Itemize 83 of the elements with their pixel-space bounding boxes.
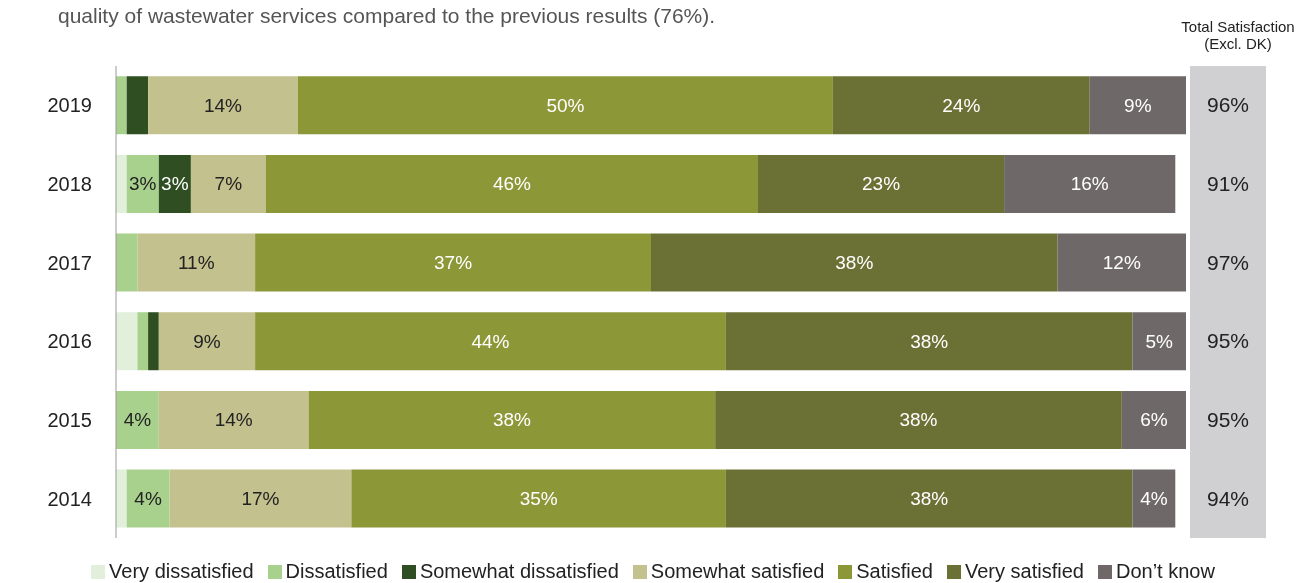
data-label: 12%	[1102, 252, 1141, 274]
bar	[308, 390, 716, 449]
bar	[351, 469, 726, 528]
text: Total Satisfaction (Excl. DK)	[1180, 18, 1296, 52]
data-label: 23%	[862, 173, 901, 195]
y-tick-label: 2016	[47, 330, 92, 353]
text: 96%	[1206, 92, 1250, 119]
bar	[725, 469, 1133, 528]
y-tick-label: 2018	[47, 173, 92, 196]
data-label: 9%	[1124, 94, 1152, 116]
data-label: 14%	[214, 409, 253, 431]
data-label: 38%	[910, 330, 949, 352]
text: 94%	[1206, 485, 1250, 512]
data-label: 24%	[942, 94, 981, 116]
y-tick-label: 2015	[47, 409, 92, 432]
bar	[169, 469, 352, 528]
data-label: 50%	[546, 94, 585, 116]
bar	[297, 76, 833, 135]
legend-label: Dissatisfied	[284, 560, 388, 583]
legend-label: Satisfied	[855, 560, 933, 583]
bar	[1132, 312, 1186, 371]
bar	[255, 233, 651, 292]
bar	[116, 390, 159, 449]
bar	[158, 390, 309, 449]
data-label: 4%	[1140, 488, 1168, 510]
bar	[190, 154, 266, 213]
data-label: 38%	[835, 252, 874, 274]
bar	[255, 312, 726, 371]
text: 95%	[1206, 407, 1250, 433]
legend-label: Don’t know	[1114, 560, 1215, 583]
bar	[832, 76, 1090, 135]
data-label: 7%	[214, 173, 243, 195]
data-label: 44%	[471, 330, 510, 352]
bar	[137, 312, 149, 371]
bar	[126, 76, 149, 135]
data-label: 17%	[241, 488, 280, 510]
bar	[1057, 233, 1186, 292]
data-label: 38%	[910, 488, 949, 510]
legend-label: Somewhat dissatisfied	[418, 560, 619, 583]
data-label: 3%	[129, 173, 157, 195]
legend-label: Very satisfied	[964, 560, 1084, 583]
chart-title: quality of wastewater services compared to the previous results (76%).	[58, 4, 716, 28]
legend-label: Very dissatisfied	[108, 560, 254, 583]
data-label: 35%	[519, 488, 558, 510]
y-tick-label: 2014	[47, 487, 92, 510]
data-label: 46%	[492, 173, 532, 195]
bar	[265, 154, 758, 213]
data-label: 37%	[434, 252, 473, 274]
data-label: 4%	[123, 409, 152, 431]
bar	[651, 233, 1058, 292]
bar	[126, 469, 170, 528]
data-label: 38%	[492, 409, 532, 431]
bar	[725, 312, 1133, 371]
bar	[158, 312, 256, 371]
y-tick-label: 2019	[47, 94, 92, 117]
text: 95%	[1206, 328, 1250, 355]
bar	[137, 233, 256, 292]
data-label: 9%	[193, 330, 221, 352]
bar	[758, 154, 1005, 213]
data-label: 3%	[161, 173, 189, 195]
data-label: 38%	[899, 409, 938, 431]
bar	[116, 76, 127, 135]
bar	[148, 312, 159, 371]
text: 97%	[1206, 249, 1250, 276]
legend-label: Somewhat satisfied	[649, 560, 825, 583]
y-tick-label: 2017	[47, 251, 92, 274]
bar	[1089, 76, 1186, 135]
data-label: 5%	[1145, 330, 1174, 352]
bar	[715, 390, 1122, 449]
bar	[116, 233, 138, 292]
bar	[116, 312, 138, 371]
bar	[116, 469, 127, 528]
data-label: 14%	[203, 94, 243, 116]
bar	[1132, 469, 1176, 528]
data-label: 4%	[134, 488, 162, 510]
bar	[1004, 154, 1176, 213]
bar	[148, 76, 298, 135]
bar	[1121, 390, 1186, 449]
text: 91%	[1206, 171, 1250, 197]
data-label: 6%	[1140, 409, 1168, 431]
bar	[116, 154, 127, 213]
data-label: 11%	[177, 252, 215, 274]
data-label: 16%	[1070, 173, 1109, 195]
